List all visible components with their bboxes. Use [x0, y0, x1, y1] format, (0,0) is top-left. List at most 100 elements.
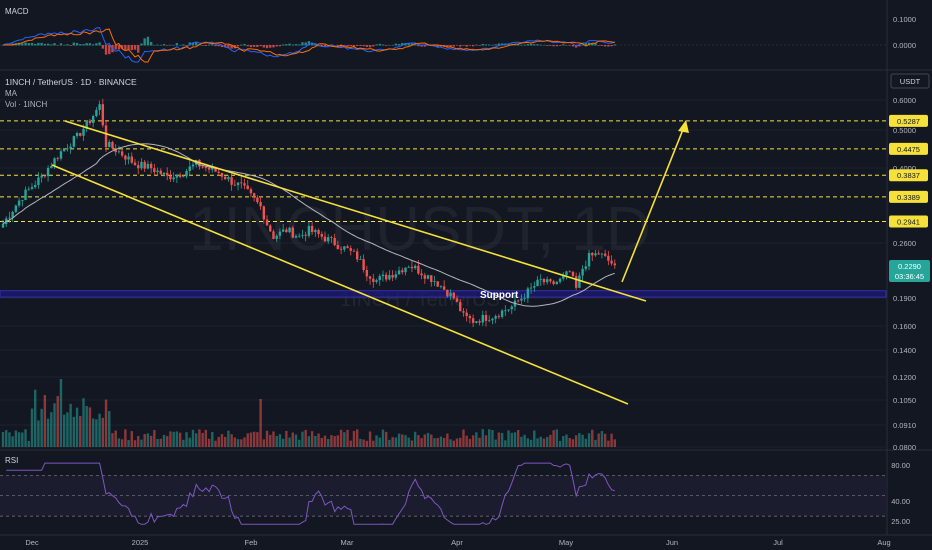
volume-bar	[420, 438, 423, 447]
candle-body	[269, 225, 272, 232]
volume-bar	[188, 437, 191, 447]
volume-bar	[124, 429, 127, 447]
volume-bar	[465, 435, 468, 447]
macd-histogram-bar	[352, 45, 356, 47]
volume-bar	[211, 431, 214, 447]
macd-histogram-bar	[285, 44, 288, 46]
candle-body	[356, 251, 359, 260]
macd-histogram-bar	[562, 44, 565, 46]
macd-histogram-bar	[30, 42, 34, 46]
candle-body	[459, 301, 462, 312]
volume-bar	[433, 438, 436, 447]
price-tick-label: 0.1900	[893, 294, 916, 303]
ma-indicator-label[interactable]: MA	[5, 89, 17, 98]
volume-bar	[600, 431, 604, 447]
macd-histogram-bar	[166, 45, 169, 46]
rsi-tick-label: 80.00	[891, 461, 910, 470]
macd-histogram-bar	[407, 42, 410, 46]
macd-histogram-bar	[491, 44, 494, 46]
macd-histogram-bar	[475, 44, 478, 46]
volume-bar	[384, 431, 388, 447]
candle-body	[56, 158, 59, 160]
candle-body	[230, 177, 233, 185]
volume-bar	[607, 440, 610, 447]
candle-body	[40, 175, 43, 178]
symbol-title[interactable]: 1INCH / TetherUS · 1D · BINANCE	[5, 77, 137, 87]
macd-histogram-bar	[613, 44, 616, 46]
candle-body	[46, 168, 50, 177]
candle-body	[327, 237, 330, 242]
candle-body	[317, 230, 320, 235]
volume-bar	[159, 438, 162, 447]
macd-histogram-bar	[533, 44, 536, 46]
volume-bar	[510, 432, 513, 447]
candle-body	[291, 227, 294, 238]
volume-bar	[104, 399, 108, 447]
price-axis[interactable]: 0.6000 0.5000 0.4000 0.2600 0.1900 0.1600 0.14…	[891, 15, 916, 526]
volume-bar	[375, 435, 378, 447]
macd-histogram-bar	[581, 44, 584, 46]
volume-bar	[423, 434, 427, 447]
volume-bar	[175, 431, 179, 447]
macd-histogram-bar	[53, 43, 56, 46]
macd-histogram-bar	[497, 43, 501, 46]
macd-histogram-bar	[88, 43, 92, 46]
volume-bar	[24, 429, 27, 447]
candle-body	[552, 281, 555, 284]
macd-histogram-bar	[223, 45, 227, 48]
candle-body	[529, 287, 533, 289]
candle-body	[236, 182, 240, 186]
volume-bar	[500, 432, 504, 447]
macd-histogram-bar	[172, 44, 175, 46]
volume-bar	[108, 411, 111, 447]
macd-histogram-bar	[278, 45, 282, 47]
volume-bar	[610, 433, 613, 447]
candle-body	[288, 227, 291, 233]
volume-bar	[552, 430, 555, 447]
macd-title[interactable]: MACD	[5, 7, 29, 16]
volume-bar	[117, 438, 121, 447]
macd-histogram-bar	[298, 44, 301, 46]
volume-bar	[98, 413, 101, 447]
currency-button[interactable]: USDT	[890, 73, 930, 89]
candle-body	[333, 237, 336, 246]
volume-bar	[430, 434, 433, 447]
macd-histogram-bar	[539, 44, 542, 46]
candle-body	[53, 158, 56, 167]
candle-body	[613, 263, 616, 266]
macd-histogram-bar	[249, 45, 253, 48]
volume-indicator-label[interactable]: Vol · 1INCH	[5, 100, 48, 109]
volume-bar	[449, 439, 452, 447]
volume-bar	[17, 432, 21, 447]
volume-bar	[362, 439, 365, 447]
candle-body	[243, 183, 246, 186]
candle-body	[133, 162, 137, 166]
volume-bar	[223, 436, 227, 447]
candle-body	[240, 182, 243, 184]
rsi-title[interactable]: RSI	[5, 456, 19, 465]
price-tick-label: 0.4000	[893, 164, 916, 173]
volume-bar	[378, 437, 381, 447]
candle-body	[27, 188, 30, 190]
candle-body	[111, 141, 114, 149]
price-tick-label: 0.2600	[893, 239, 916, 248]
macd-histogram-bar	[265, 45, 269, 49]
time-axis[interactable]: Dec 2025 Feb Mar Apr May Jun Jul Aug	[25, 538, 890, 547]
volume-bar	[278, 434, 282, 447]
candle-body	[8, 217, 11, 219]
volume-bar	[256, 432, 259, 447]
volume-bar	[494, 439, 497, 447]
rsi-line	[6, 462, 615, 525]
candle-body	[433, 281, 436, 283]
volume-bar	[442, 437, 446, 447]
candle-body	[349, 248, 352, 251]
macd-histogram-bar	[384, 45, 388, 46]
volume-bar	[317, 433, 320, 447]
volume-bar	[417, 435, 420, 447]
candle-body	[314, 230, 317, 233]
volume-bar	[536, 438, 539, 447]
macd-histogram-bar	[178, 44, 182, 46]
volume-bar	[365, 440, 369, 447]
volume-bar	[291, 432, 294, 447]
